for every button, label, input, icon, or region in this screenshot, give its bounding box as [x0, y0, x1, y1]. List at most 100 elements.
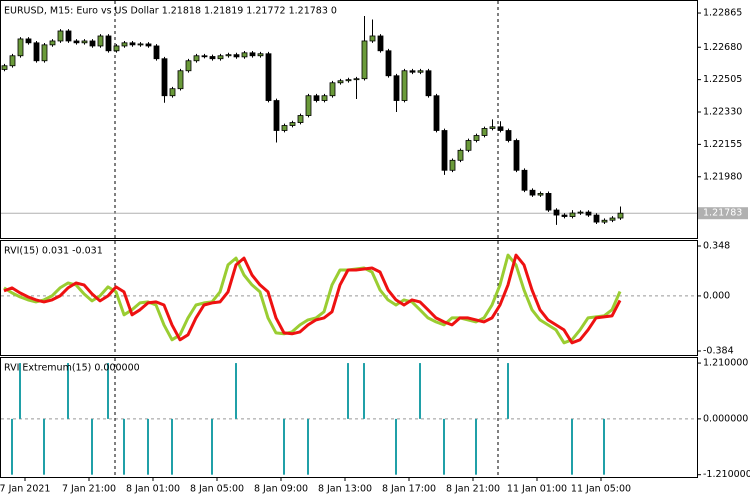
bar — [43, 418, 45, 475]
candle-body — [57, 30, 64, 42]
candle-body — [337, 80, 344, 84]
price-label: 1.21783 — [703, 208, 742, 219]
y-tick-label: -1.210000 — [703, 469, 750, 480]
candle-body — [89, 40, 96, 47]
candle-body — [73, 40, 80, 44]
candle-body — [433, 95, 440, 131]
bar — [507, 363, 509, 419]
candle-body — [265, 53, 272, 101]
candle-body — [497, 126, 504, 131]
bar — [475, 418, 477, 475]
candle-body — [601, 219, 608, 223]
candle-body — [505, 130, 512, 141]
candle-body — [417, 70, 424, 73]
candle-body — [137, 43, 144, 46]
candle-body — [217, 55, 224, 60]
y-tick-label: 0.348 — [703, 241, 730, 252]
x-tick-label: 7 Jan 21:00 — [62, 484, 116, 495]
bar — [171, 418, 173, 475]
candle-body — [585, 211, 592, 216]
candle-body — [257, 53, 264, 57]
x-tick-label: 8 Jan 09:00 — [254, 484, 308, 495]
candle-body — [121, 42, 128, 47]
candle-body — [449, 159, 456, 171]
candle-body — [321, 95, 328, 101]
indicator-line — [3, 253, 622, 345]
candle-body — [97, 35, 104, 47]
candle-body — [313, 95, 320, 101]
bar — [395, 418, 397, 475]
x-tick-label: 8 Jan 17:00 — [382, 484, 436, 495]
y-tick-label: 1.21980 — [703, 171, 742, 182]
candle-body — [209, 56, 216, 60]
panel-frame — [0, 240, 698, 356]
candle-body — [441, 130, 448, 171]
panel-title: EURUSD, M15: Euro vs US Dollar 1.21818 1… — [4, 6, 337, 17]
bar — [211, 418, 213, 475]
y-tick-label: 1.22505 — [703, 74, 742, 85]
candle-body — [305, 95, 312, 116]
candle-body — [409, 70, 416, 73]
candle-body — [577, 211, 584, 214]
candle-body — [81, 40, 88, 44]
candle-body — [481, 128, 488, 136]
bar — [107, 363, 109, 419]
x-tick-label: 11 Jan 01:00 — [507, 484, 567, 495]
candle-body — [569, 212, 576, 217]
candle-body — [401, 70, 408, 101]
bar — [347, 363, 349, 419]
candle-body — [161, 58, 168, 97]
candle-body — [521, 169, 528, 191]
indicator-line — [3, 253, 622, 345]
candle-body — [297, 115, 304, 123]
candle-body — [617, 212, 624, 219]
candle-body — [345, 79, 352, 82]
candle-body — [457, 149, 464, 161]
candle-body — [529, 189, 536, 196]
x-tick-label: 11 Jan 05:00 — [571, 484, 631, 495]
candle-body — [369, 35, 376, 42]
y-tick-label: 1.22155 — [703, 139, 742, 150]
bar — [363, 363, 365, 419]
bar — [283, 418, 285, 475]
bar — [235, 363, 237, 419]
candle-body — [233, 54, 240, 58]
candle-body — [561, 214, 568, 217]
candle-body — [1, 65, 8, 70]
x-tick-label: 8 Jan 05:00 — [190, 484, 244, 495]
candle-body — [177, 70, 184, 90]
x-tick-label: 7 Jan 2021 — [0, 484, 50, 495]
candle-body — [353, 78, 360, 81]
candle-body — [489, 126, 496, 129]
panel-title: RVI Extremum(15) 0.000000 — [4, 363, 140, 374]
candle-body — [593, 214, 600, 223]
x-tick-label: 8 Jan 13:00 — [318, 484, 372, 495]
candle-body — [425, 70, 432, 97]
candle-body — [65, 30, 72, 42]
x-tick-label: 8 Jan 01:00 — [126, 484, 180, 495]
y-tick-label: 1.22680 — [703, 42, 742, 53]
candle-body — [41, 44, 48, 62]
candle-body — [361, 40, 368, 80]
candle-body — [377, 35, 384, 52]
bar — [307, 418, 309, 475]
y-tick-label: -0.384 — [703, 345, 734, 356]
candle-body — [25, 38, 32, 44]
y-tick-label: 1.210000 — [703, 358, 748, 369]
candle-body — [537, 193, 544, 196]
bar — [67, 363, 69, 419]
candle-body — [241, 52, 248, 58]
candle-body — [225, 54, 232, 57]
bar — [603, 418, 605, 475]
candle-body — [153, 45, 160, 60]
candle-body — [193, 55, 200, 62]
bar — [19, 363, 21, 419]
y-tick-label: 1.22865 — [703, 8, 742, 19]
price-label-box — [698, 207, 748, 220]
bar — [443, 418, 445, 475]
candle-body — [17, 38, 24, 57]
candle-body — [49, 40, 56, 46]
y-tick-label: 0.000000 — [703, 413, 748, 424]
